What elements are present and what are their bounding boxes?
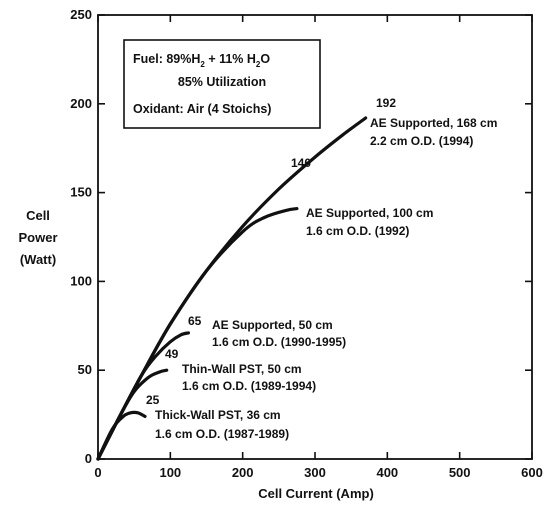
series-label-2-line-0: AE Supported, 50 cm [212, 318, 333, 332]
x-tick-label-5: 500 [449, 465, 471, 480]
y-axis-title-line-2: Power [18, 230, 57, 245]
x-tick-label-4: 400 [376, 465, 398, 480]
utilization-text: 85% Utilization [178, 75, 266, 89]
series-label-1-line-1: 1.6 cm O.D. (1992) [306, 224, 409, 238]
series-label-0-line-0: AE Supported, 168 cm [370, 116, 497, 130]
y-tick-label-2: 100 [70, 273, 92, 288]
series-label-4-line-0: Thick-Wall PST, 36 cm [155, 408, 281, 422]
series-label-3-line-1: 1.6 cm O.D. (1989-1994) [182, 379, 316, 393]
y-tick-label-3: 150 [70, 185, 92, 200]
y-axis-title-line-3: (Watt) [20, 252, 56, 267]
y-axis-title-line-1: Cell [26, 208, 50, 223]
x-axis-title: Cell Current (Amp) [258, 486, 374, 501]
series-label-1-line-0: AE Supported, 100 cm [306, 206, 433, 220]
oxidant-text: Oxidant: Air (4 Stoichs) [133, 102, 271, 116]
series-peak-label-4: 25 [146, 393, 160, 407]
y-axis-title: Cell Power (Watt) [18, 208, 57, 267]
y-tick-label-4: 200 [70, 96, 92, 111]
series-label-2-line-1: 1.6 cm O.D. (1990-1995) [212, 335, 346, 349]
x-tick-label-3: 300 [304, 465, 326, 480]
fuel-suffix: O [260, 52, 270, 66]
series-line-4 [98, 412, 145, 459]
series-peak-label-2: 65 [188, 314, 202, 328]
y-tick-label-0: 0 [85, 451, 92, 466]
series-labels: 192 AE Supported, 168 cm 2.2 cm O.D. (1994… [146, 96, 497, 441]
fuel-prefix: Fuel: 89%H [133, 52, 200, 66]
x-tick-label-1: 100 [159, 465, 181, 480]
y-tick-label-5: 250 [70, 7, 92, 22]
x-tick-label-6: 600 [521, 465, 543, 480]
series-label-4-line-1: 1.6 cm O.D. (1987-1989) [155, 427, 289, 441]
series-label-3-line-0: Thin-Wall PST, 50 cm [182, 362, 302, 376]
series-peak-label-3: 49 [165, 347, 179, 361]
x-tick-label-0: 0 [94, 465, 101, 480]
series-peak-label-0: 192 [376, 96, 396, 110]
series-label-0-line-1: 2.2 cm O.D. (1994) [370, 134, 473, 148]
series-peak-label-1: 140 [291, 156, 311, 170]
y-tick-label-1: 50 [78, 362, 92, 377]
conditions-box: Fuel: 89%H2 + 11% H2O 85% Utilization Ox… [124, 40, 320, 128]
x-tick-label-2: 200 [232, 465, 254, 480]
fuel-mid: + 11% H [205, 52, 256, 66]
